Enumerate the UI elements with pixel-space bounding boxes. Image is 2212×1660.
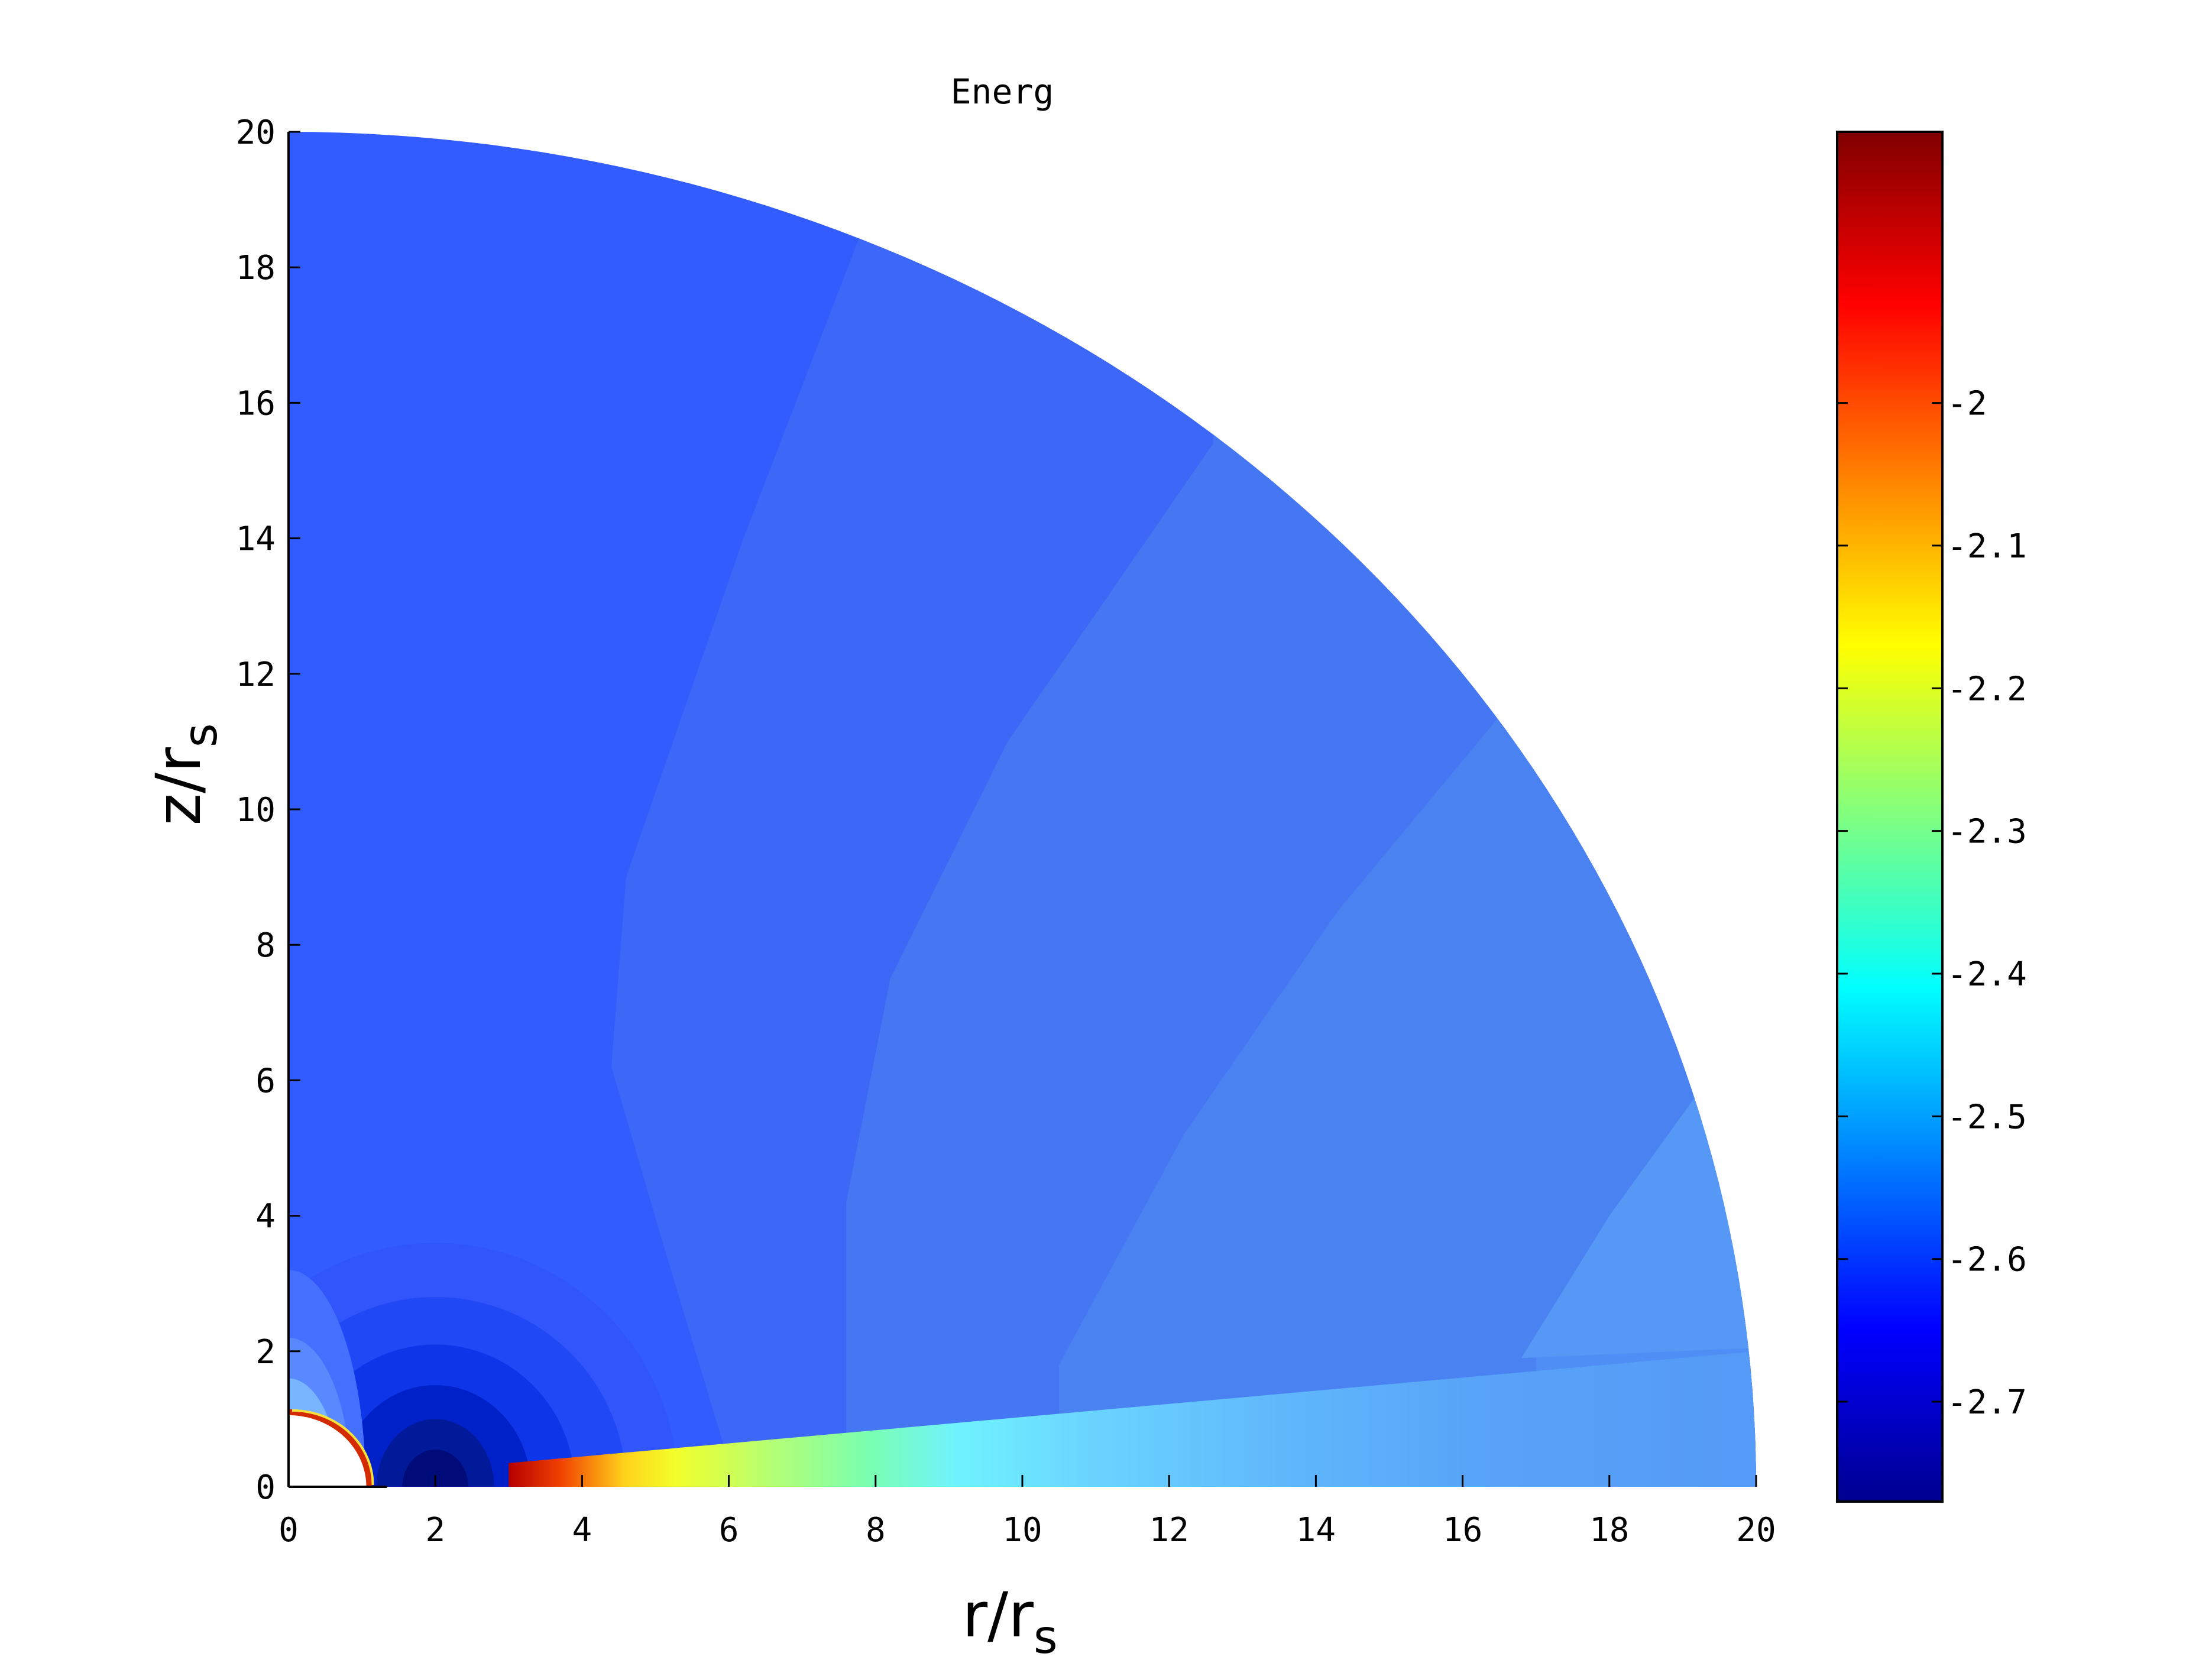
y-tick-label: 10 [236,791,276,829]
colorbar-ticks: -2 -2.1 -2.2 -2.3 -2.4 -2.5 -2.6 -2.7 [1837,385,2027,1422]
well-contour-4 [339,1385,531,1487]
x-tick-label: 18 [1589,1511,1629,1549]
x-tick-label: 20 [1736,1511,1776,1549]
x-tick-label: 8 [866,1511,886,1549]
y-tick-label: 4 [255,1198,276,1236]
equatorial-disk [509,1351,1756,1487]
y-tick-label: 0 [255,1468,276,1507]
colorbar-tick-label: -2.6 [1947,1241,2027,1279]
inner-hole [288,1409,374,1487]
x-axis-label: r/rs [962,1579,1057,1660]
x-tick-label: 14 [1296,1511,1336,1549]
colorbar-tick-label: -2.3 [1947,813,2027,851]
x-tick-label: 2 [425,1511,445,1549]
y-axis-label-subscript: s [174,723,228,747]
y-tick-label: 16 [236,384,276,423]
colorbar-tick-label: -2.1 [1947,527,2027,566]
x-tick-label: 6 [719,1511,739,1549]
x-tick-label: 0 [278,1511,299,1549]
colorbar-scale [1836,131,1944,1503]
well-contour-3 [296,1344,575,1487]
plot-area: 0 2 4 6 8 10 12 14 16 18 20 0 2 4 6 8 10 12 14 16 18 20 [236,114,1776,1549]
y-tick-label: 12 [236,656,276,694]
x-tick-label: 16 [1443,1511,1482,1549]
y-tick-label: 2 [255,1333,276,1372]
x-tick-label: 10 [1002,1511,1042,1549]
inner-hole-rim [288,1409,373,1487]
inner-hole-fill [289,1412,370,1487]
colorbar-tick-label: -2 [1947,385,1987,423]
chart-title: Energ [951,72,1054,112]
y-tick-label: 6 [255,1062,276,1100]
y-axis-label: z/rs [142,723,228,825]
x-axis-label-subscript: s [1034,1611,1058,1660]
x-tick-label: 12 [1149,1511,1188,1549]
colorbar-tick-label: -2.2 [1947,670,2027,708]
x-tick-label: 4 [572,1511,592,1549]
x-axis-ticks: 0 2 4 6 8 10 12 14 16 18 20 [278,1475,1776,1549]
colorbar-tick-label: -2.7 [1947,1383,2027,1422]
y-tick-label: 18 [236,249,276,287]
y-tick-label: 8 [255,926,276,965]
y-axis-ticks: 0 2 4 6 8 10 12 14 16 18 20 [236,114,300,1507]
inner-hole-rim-2 [292,1409,374,1486]
y-tick-label: 14 [236,520,276,559]
colorbar: -2 -2.1 -2.2 -2.3 -2.4 -2.5 -2.6 -2.7 [1836,131,2027,1503]
colorbar-tick-label: -2.5 [1947,1098,2027,1136]
colorbar-tick-label: -2.4 [1947,955,2027,994]
energy-field [289,132,1756,1487]
y-tick-label: 20 [236,114,276,152]
